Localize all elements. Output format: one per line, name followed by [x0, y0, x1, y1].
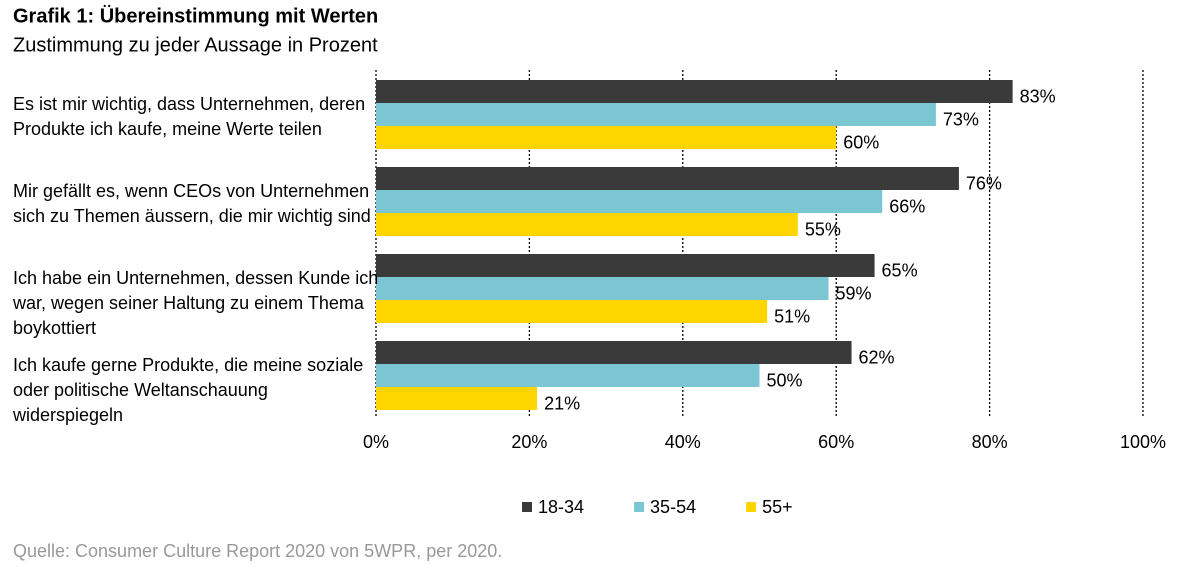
- x-tick-label: 100%: [1120, 432, 1166, 452]
- value-label: 62%: [859, 347, 895, 367]
- value-label: 50%: [767, 370, 803, 390]
- category-label: Ich habe ein Unternehmen, dessen Kunde i…: [13, 268, 379, 338]
- x-tick-label: 0%: [363, 432, 389, 452]
- legend-swatch: [522, 502, 532, 512]
- bar: [376, 387, 538, 410]
- bar: [376, 341, 852, 364]
- x-tick-label: 20%: [511, 432, 547, 452]
- x-tick-label: 80%: [972, 432, 1008, 452]
- value-label: 65%: [882, 260, 918, 280]
- source: Quelle: Consumer Culture Report 2020 von…: [13, 541, 502, 561]
- value-label: 83%: [1020, 86, 1056, 106]
- value-label: 66%: [889, 196, 925, 216]
- legend-swatch: [746, 502, 757, 512]
- value-label: 59%: [836, 283, 872, 303]
- value-label: 55%: [805, 219, 841, 239]
- value-label: 76%: [966, 173, 1002, 193]
- bar: [376, 213, 798, 236]
- legend-label: 55+: [762, 497, 793, 517]
- bar: [376, 167, 959, 190]
- x-tick-label: 60%: [818, 432, 854, 452]
- bar: [376, 277, 829, 300]
- chart-subtitle: Zustimmung zu jeder Aussage in Prozent: [13, 34, 378, 56]
- value-label: 60%: [843, 132, 879, 152]
- legend-swatch: [634, 502, 645, 512]
- bar: [376, 80, 1013, 103]
- bar: [376, 364, 760, 387]
- x-tick-label: 40%: [665, 432, 701, 452]
- category-label: Mir gefällt es, wenn CEOs von Unternehme…: [13, 181, 371, 226]
- value-label: 21%: [544, 393, 580, 413]
- bar: [376, 103, 936, 126]
- value-label: 73%: [943, 109, 979, 129]
- bar: [376, 300, 768, 323]
- bar: [376, 126, 837, 149]
- legend-label: 18-34: [538, 497, 584, 517]
- category-label: Es ist mir wichtig, dass Unternehmen, de…: [13, 94, 366, 139]
- chart-title: Grafik 1: Übereinstimmung mit Werten: [13, 4, 378, 27]
- legend-label: 35-54: [650, 497, 696, 517]
- bar: [376, 254, 875, 277]
- value-label: 51%: [774, 306, 810, 326]
- category-label: Ich kaufe gerne Produkte, die meine sozi…: [13, 355, 364, 425]
- bar: [376, 190, 883, 213]
